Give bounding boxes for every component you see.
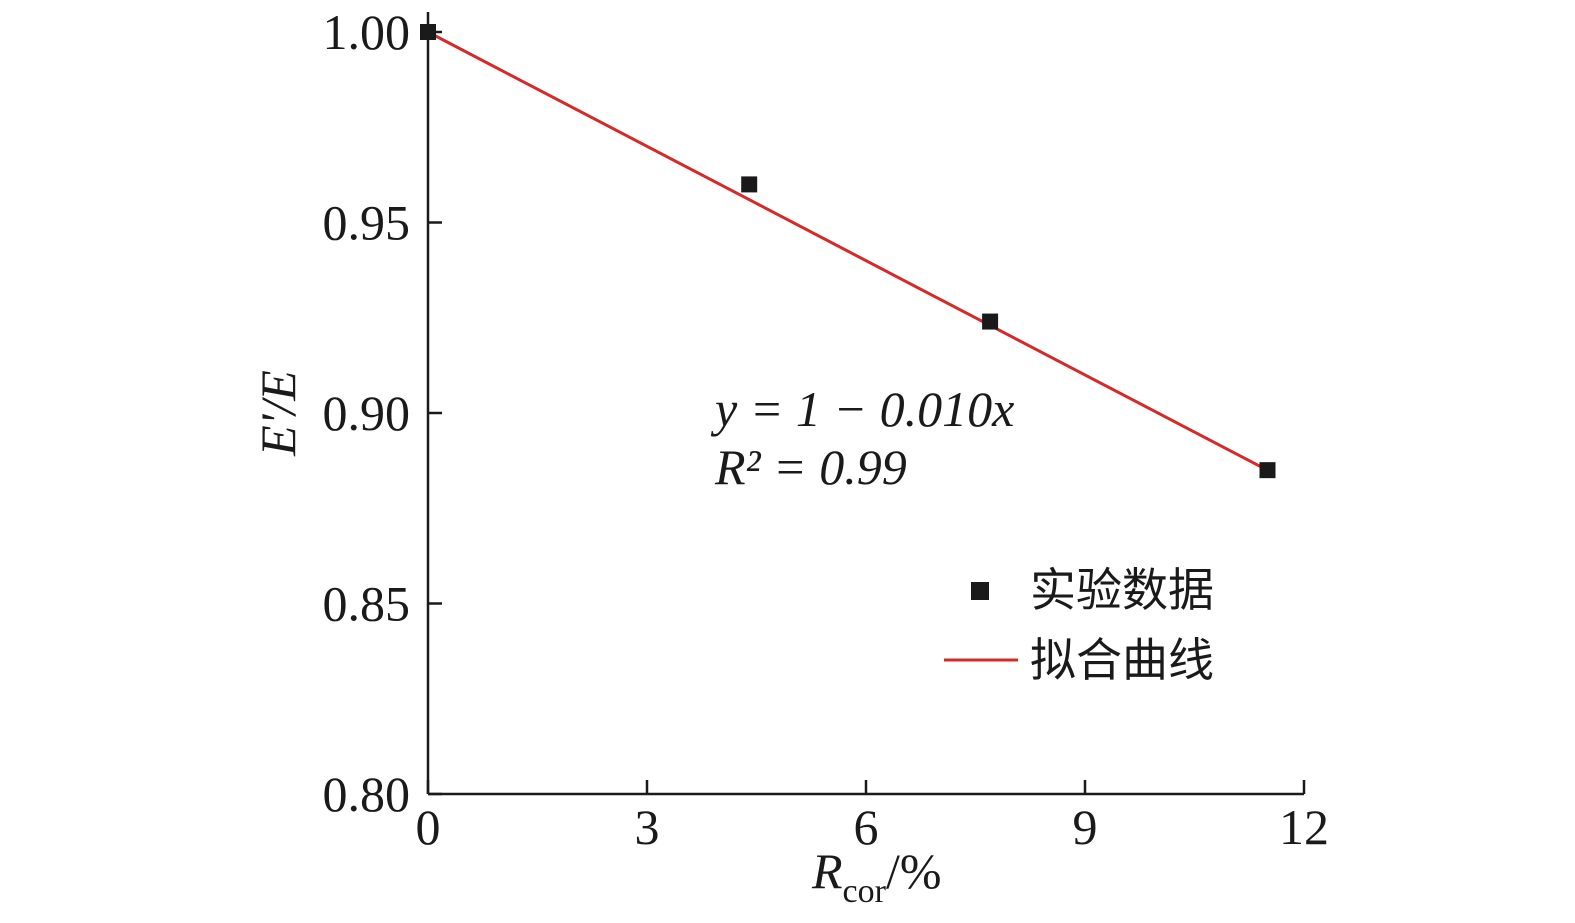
data-point — [1259, 462, 1276, 479]
x-ticks: 0 3 6 9 12 — [416, 780, 1329, 855]
x-axis-label-unit: /% — [886, 843, 942, 899]
x-tick-label: 6 — [854, 799, 879, 855]
x-tick-label: 9 — [1073, 799, 1098, 855]
legend-label-fit: 拟合曲线 — [1030, 633, 1214, 687]
y-tick-label: 0.80 — [323, 766, 411, 822]
experimental-points-series — [420, 24, 1276, 479]
x-tick-label: 0 — [416, 799, 441, 855]
x-tick-label: 12 — [1279, 799, 1329, 855]
legend-marker-square — [971, 582, 989, 600]
x-axis-label-main: R — [811, 843, 843, 899]
r-squared-annotation: R² = 0.99 — [714, 439, 907, 495]
legend-label-experimental: 实验数据 — [1030, 563, 1214, 617]
y-tick-label: 0.95 — [323, 195, 411, 251]
y-ticks: 0.80 0.85 0.90 0.95 1.00 — [323, 4, 442, 822]
y-tick-label: 0.90 — [323, 385, 411, 441]
fit-line — [427, 30, 1269, 472]
y-tick-label: 1.00 — [323, 4, 411, 60]
fit-line-series — [427, 30, 1269, 472]
data-point — [741, 176, 758, 193]
data-point — [420, 24, 436, 40]
x-tick-label: 3 — [635, 799, 660, 855]
legend: 实验数据 拟合曲线 — [944, 563, 1214, 687]
data-point — [982, 313, 999, 330]
x-axis-label: Rcor/% — [811, 843, 942, 910]
x-axis-label-subscript: cor — [843, 873, 887, 910]
y-axis-label: E'/E — [250, 370, 306, 457]
y-tick-label: 0.85 — [323, 576, 411, 632]
equation-annotation: y = 1 − 0.010x — [710, 381, 1014, 437]
